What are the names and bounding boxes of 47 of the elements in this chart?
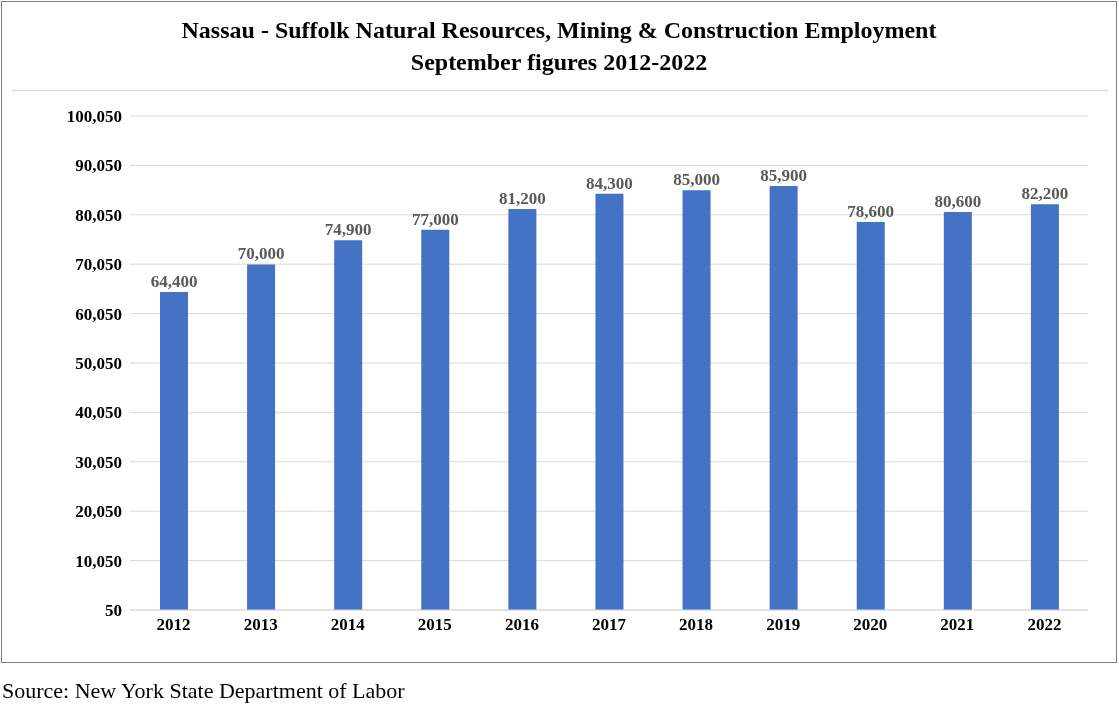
data-label: 84,300 (586, 173, 633, 193)
data-label: 85,900 (760, 165, 808, 185)
y-tick-label: 20,050 (75, 502, 122, 522)
y-tick-label: 60,050 (75, 304, 122, 324)
bar (856, 221, 885, 610)
data-label: 77,000 (411, 209, 459, 229)
x-tick-label: 2018 (679, 615, 714, 635)
bar (682, 190, 711, 610)
x-tick-label: 2014 (330, 615, 366, 635)
y-tick-label: 100,050 (66, 107, 122, 127)
bar (334, 240, 363, 610)
y-tick-label: 90,050 (75, 156, 122, 176)
y-tick-label: 50,050 (75, 354, 122, 374)
data-label: 64,400 (150, 272, 198, 292)
data-label: 82,200 (1021, 184, 1069, 204)
bar (1030, 204, 1059, 610)
data-label: 70,000 (237, 244, 285, 264)
chart-subtitle: September figures 2012-2022 (409, 48, 709, 77)
bar (943, 212, 972, 610)
y-tick-label: 30,050 (75, 452, 122, 472)
x-tick-label: 2013 (243, 615, 278, 635)
bar (508, 209, 537, 610)
x-tick-label: 2015 (417, 615, 452, 635)
chart-title: Nassau - Suffolk Natural Resources, Mining & Construction Employment (180, 16, 938, 45)
x-tick-label: 2019 (766, 615, 801, 635)
y-tick-label: 10,050 (75, 551, 122, 571)
bar (247, 264, 276, 610)
y-tick-label: 40,050 (75, 403, 122, 423)
bar (160, 292, 188, 610)
data-label: 80,600 (934, 192, 982, 212)
data-label: 81,200 (498, 189, 546, 209)
x-tick-label: 2012 (156, 615, 191, 635)
data-label: 74,900 (324, 220, 372, 240)
bar (421, 229, 450, 610)
data-label: 85,000 (673, 170, 720, 190)
y-tick-label: 80,050 (75, 205, 122, 225)
bar (595, 193, 624, 610)
bar (769, 185, 798, 610)
x-tick-label: 2020 (853, 615, 888, 635)
y-tick-label: 70,050 (75, 255, 122, 275)
x-tick-label: 2022 (1027, 615, 1062, 635)
x-tick-label: 2017 (592, 615, 627, 635)
data-label: 78,600 (847, 201, 895, 221)
source-note: Source: New York State Department of Labor (2, 678, 405, 704)
x-tick-label: 2021 (940, 615, 975, 635)
x-tick-label: 2016 (504, 615, 539, 635)
y-tick-label: 50 (105, 601, 122, 621)
